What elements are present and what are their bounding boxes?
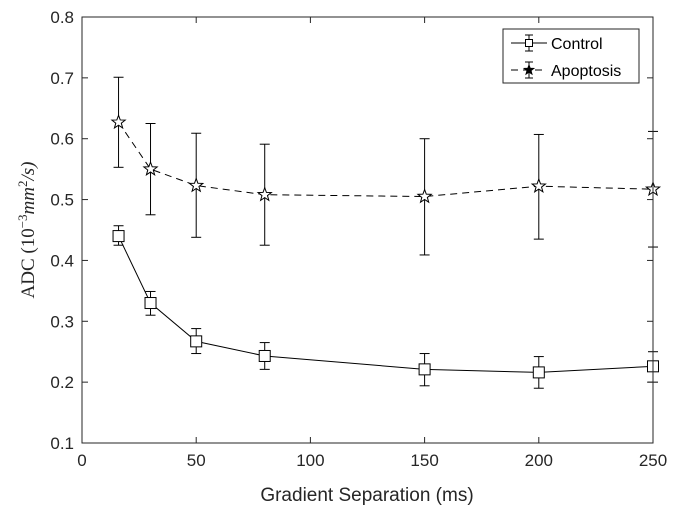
data-point [144, 297, 157, 310]
data-point [142, 160, 159, 176]
x-tick-label: 100 [296, 451, 324, 470]
y-axis-title: ADC (10−3mm2/s) [15, 162, 39, 299]
data-point [416, 188, 433, 204]
x-tick-label: 50 [187, 451, 206, 470]
data-point [110, 113, 127, 130]
data-point [418, 363, 431, 376]
data-point [532, 366, 545, 379]
x-tick-label: 200 [525, 451, 553, 470]
y-axis-title-suffix: /s) [18, 162, 39, 182]
y-tick-label: 0.4 [50, 251, 74, 270]
data-point [112, 230, 125, 243]
legend-label: Control [551, 36, 603, 53]
series-apoptosis [110, 76, 662, 256]
y-axis-title-exp: −3 [15, 214, 30, 228]
legend-marker [522, 63, 536, 76]
y-tick-label: 0.7 [50, 69, 74, 88]
x-tick-label: 0 [77, 451, 86, 470]
y-tick-label: 0.8 [50, 8, 74, 27]
series-control [112, 225, 659, 389]
y-tick-label: 0.3 [50, 312, 74, 331]
y-axis-title-prefix: ADC (10 [18, 228, 39, 298]
x-axis-title: Gradient Separation (ms) [260, 485, 473, 506]
legend-item-apoptosis: Apoptosis [511, 61, 621, 80]
plot-area [110, 76, 662, 389]
data-point [188, 177, 205, 193]
y-tick-label: 0.6 [50, 130, 74, 149]
y-tick-label: 0.2 [50, 373, 74, 392]
data-point [190, 335, 203, 348]
y-axis-title-unit: mm [18, 187, 39, 214]
axes: 0 50 100 150 200 250 0.1 0.2 0.3 0.4 0.5 0.6 0.7 0.8 [50, 8, 667, 470]
legend: Control Apoptosis [502, 28, 640, 84]
legend-marker [525, 39, 533, 47]
series-line-control [118, 235, 654, 373]
x-tick-label: 250 [639, 451, 667, 470]
data-point [530, 177, 547, 194]
data-point [258, 349, 271, 362]
y-tick-label: 0.1 [50, 434, 74, 453]
axes-box [81, 16, 654, 444]
y-axis-title-unit-exp: 2 [15, 181, 30, 188]
legend-label: Apoptosis [551, 63, 621, 80]
data-point [256, 186, 273, 202]
x-tick-label: 150 [410, 451, 438, 470]
y-tick-label: 0.5 [50, 191, 74, 210]
legend-item-control: Control [511, 34, 603, 53]
